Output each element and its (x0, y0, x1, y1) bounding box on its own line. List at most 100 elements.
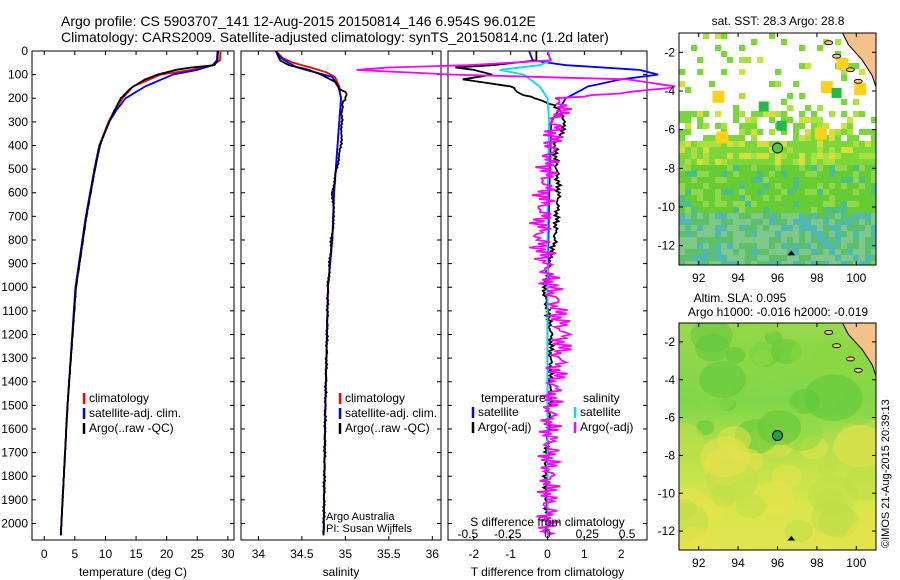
map-x-tick-label: 94 (731, 556, 745, 570)
map-x-tick-label: 100 (846, 271, 866, 285)
y-tick-label: 1200 (1, 327, 28, 341)
y-tick-label: 1100 (2, 304, 28, 318)
y-tick-label: 2000 (1, 516, 28, 530)
x-tick-label: 34 (252, 547, 266, 561)
x-tick-label: 15 (129, 547, 143, 561)
map-x-tick-label: 96 (771, 271, 785, 285)
x-tick-label-top: -0.25 (494, 527, 522, 541)
x-tick-label: 35 (339, 547, 353, 561)
map-x-tick-label: 96 (771, 556, 785, 570)
x-tick-label: 35.5 (377, 547, 401, 561)
map-y-tick-label: -10 (658, 200, 676, 214)
map-y-tick-label: -10 (658, 486, 676, 500)
sla-map-subtitle: Argo h1000: -0.016 h2000: -0.019 (688, 305, 868, 319)
x-tick-label: 25 (191, 547, 205, 561)
sla-argo-marker (772, 430, 783, 442)
series-line-argo-raw-qc- (59, 50, 219, 536)
annotation-line: PI: Susan Wijffels (326, 523, 412, 535)
difference-s-legend-label: satellite (580, 405, 621, 419)
sst-argo-marker (772, 142, 783, 154)
y-tick-label: 800 (8, 233, 28, 247)
sst-island (832, 53, 841, 59)
y-tick-label: 1300 (1, 351, 28, 365)
map-x-tick-label: 98 (810, 556, 824, 570)
y-tick-label: 1800 (1, 469, 28, 483)
x-axis-label: temperature (deg C) (79, 565, 187, 579)
sst-land (841, 33, 876, 89)
y-tick-label: 1000 (1, 280, 28, 294)
map-y-tick-label: -8 (664, 448, 675, 462)
sst-island (824, 40, 834, 46)
sst-island (845, 67, 855, 73)
map-y-tick-label: -12 (658, 524, 676, 538)
y-tick-label: 500 (8, 162, 28, 176)
sla-map-title: Altim. SLA: 0.095 (694, 291, 787, 305)
x-tick-label: 36 (426, 547, 440, 561)
map-y-tick-label: -12 (658, 239, 676, 253)
map-x-tick-label: 100 (846, 556, 866, 570)
annotation-line: Argo Australia (326, 511, 395, 523)
map-x-tick-label: 98 (810, 271, 824, 285)
sla-land (841, 323, 876, 378)
y-tick-label: 1500 (1, 398, 28, 412)
y-tick-label: 300 (8, 115, 28, 129)
sla-island (824, 330, 834, 335)
salinity-legend-label: satellite-adj. clim. (345, 406, 437, 420)
map-y-tick-label: -2 (664, 335, 675, 349)
difference-s-legend-label: Argo(-adj) (580, 420, 633, 434)
x-axis-label-top: S difference from climatology (470, 515, 625, 529)
difference-t-legend-label: satellite (478, 405, 519, 419)
map-y-tick-label: -4 (664, 373, 675, 387)
x-tick-label: 10 (99, 547, 113, 561)
y-tick-label: 200 (8, 91, 28, 105)
difference-legend-title: temperature (481, 391, 546, 405)
x-tick-label: -1 (505, 547, 516, 561)
x-tick-label-top: -0.5 (458, 527, 479, 541)
sla-island (853, 367, 863, 373)
temperature-legend-label: climatology (89, 391, 149, 405)
x-tick-label: 34.5 (290, 547, 314, 561)
salinity-legend-label: climatology (345, 391, 405, 405)
y-tick-label: 600 (8, 186, 28, 200)
figure-title-line1: Argo profile: CS 5903707_141 12-Aug-2015… (61, 13, 536, 29)
sla-island (845, 356, 855, 362)
panel-frame-temperature (31, 50, 235, 541)
map-y-tick-label: -2 (664, 45, 675, 59)
sla-map-field (679, 323, 876, 550)
x-tick-label-top: 0.25 (576, 527, 600, 541)
difference-t-legend-label: Argo(-adj) (478, 420, 531, 434)
sla-island (832, 343, 841, 349)
x-tick-label-top: 0 (544, 527, 551, 541)
x-tick-label: 0 (41, 547, 48, 561)
y-tick-label: 900 (8, 257, 28, 271)
map-x-tick-label: 92 (692, 271, 706, 285)
y-tick-label: 1400 (1, 375, 28, 389)
y-tick-label: 1900 (1, 493, 28, 507)
sst-track-marker (787, 250, 796, 256)
x-tick-label: 1 (581, 547, 588, 561)
y-tick-label: 0 (21, 44, 28, 58)
x-tick-label: 20 (160, 547, 174, 561)
temperature-legend-label: satellite-adj. clim. (89, 406, 181, 420)
series-line-argo-adj- (356, 50, 676, 537)
x-tick-label: 5 (72, 547, 79, 561)
temperature-legend-label: Argo(..raw -QC) (89, 421, 174, 435)
x-tick-label-top: 0.5 (619, 527, 636, 541)
x-tick-label: 30 (221, 547, 235, 561)
figure-title-line2: Climatology: CARS2009. Satellite-adjuste… (61, 29, 609, 45)
y-tick-label: 1600 (1, 422, 28, 436)
x-tick-label: -2 (468, 547, 479, 561)
map-y-tick-label: -6 (664, 123, 675, 137)
y-tick-label: 700 (8, 209, 28, 223)
y-tick-label: 400 (8, 138, 28, 152)
x-tick-label: 2 (618, 547, 625, 561)
map-y-tick-label: -4 (664, 84, 675, 98)
map-y-tick-label: -6 (664, 411, 675, 425)
difference-legend-title: salinity (583, 391, 620, 405)
y-tick-label: 100 (8, 68, 28, 82)
sst-map-title: sat. SST: 28.3 Argo: 28.8 (712, 14, 845, 28)
sla-track-marker (787, 535, 796, 541)
map-x-tick-label: 92 (692, 556, 706, 570)
series-line-argo-raw-qc- (274, 50, 348, 536)
